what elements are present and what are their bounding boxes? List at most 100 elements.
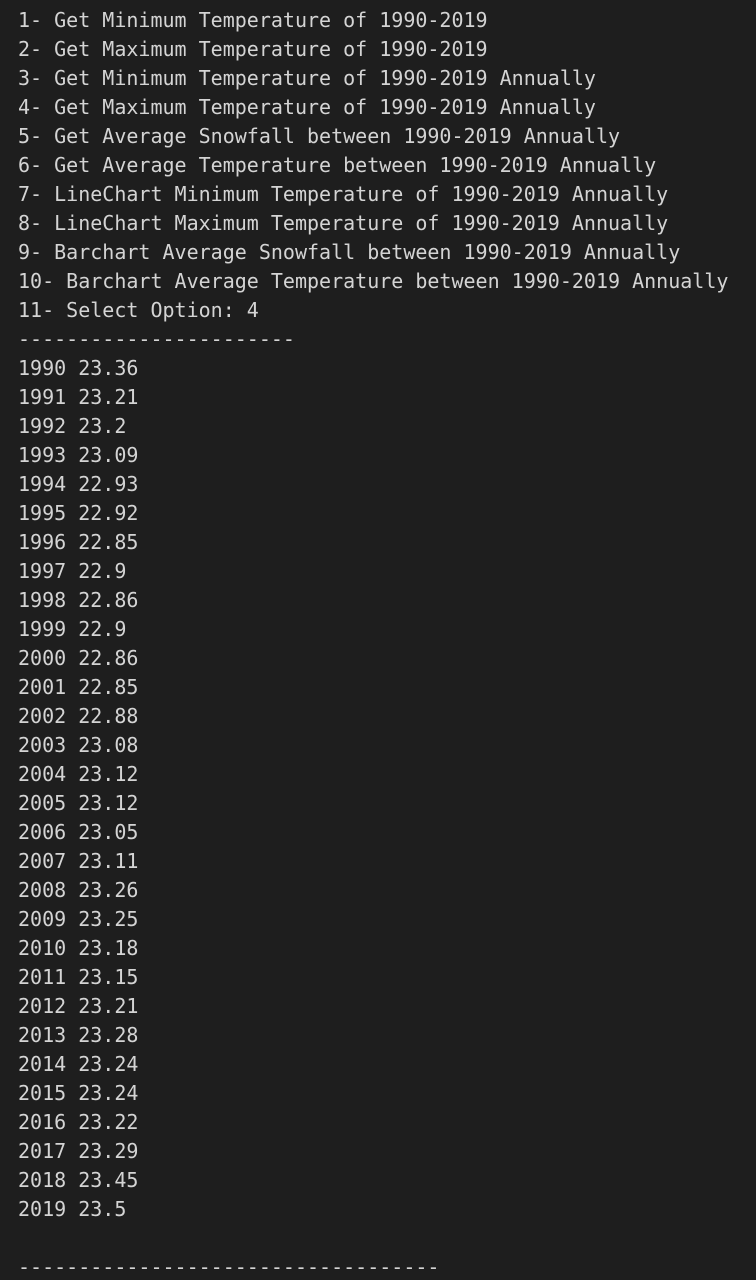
year: 1992 bbox=[18, 414, 67, 438]
output-row: 2014 23.24 bbox=[18, 1050, 756, 1079]
output-row: 1991 23.21 bbox=[18, 383, 756, 412]
year: 2011 bbox=[18, 965, 67, 989]
output-row: 2012 23.21 bbox=[18, 992, 756, 1021]
year: 2017 bbox=[18, 1139, 67, 1163]
temperature: 23.24 bbox=[78, 1052, 139, 1076]
temperature: 23.18 bbox=[78, 936, 139, 960]
year: 1994 bbox=[18, 472, 67, 496]
year: 1995 bbox=[18, 501, 67, 525]
menu-line: 7- LineChart Minimum Temperature of 1990… bbox=[18, 182, 669, 206]
output-row: 1998 22.86 bbox=[18, 586, 756, 615]
temperature: 23.25 bbox=[78, 907, 139, 931]
year: 2001 bbox=[18, 675, 67, 699]
temperature: 23.28 bbox=[78, 1023, 139, 1047]
menu-line: 6- Get Average Temperature between 1990-… bbox=[18, 153, 657, 177]
year: 2006 bbox=[18, 820, 67, 844]
year: 2019 bbox=[18, 1197, 67, 1221]
year: 2013 bbox=[18, 1023, 67, 1047]
year: 2007 bbox=[18, 849, 67, 873]
temperature: 23.36 bbox=[78, 356, 139, 380]
output-row: 2015 23.24 bbox=[18, 1079, 756, 1108]
temperature: 23.05 bbox=[78, 820, 139, 844]
year: 2016 bbox=[18, 1110, 67, 1134]
temperature: 23.12 bbox=[78, 791, 139, 815]
temperature: 23.26 bbox=[78, 878, 139, 902]
output-row: 2001 22.85 bbox=[18, 673, 756, 702]
temperature: 23.24 bbox=[78, 1081, 139, 1105]
temperature: 23.21 bbox=[78, 385, 139, 409]
temperature: 22.85 bbox=[78, 530, 139, 554]
year: 2000 bbox=[18, 646, 67, 670]
output-row: 1996 22.85 bbox=[18, 528, 756, 557]
year: 2009 bbox=[18, 907, 67, 931]
temperature: 23.45 bbox=[78, 1168, 139, 1192]
output-row: 2004 23.12 bbox=[18, 760, 756, 789]
year: 1996 bbox=[18, 530, 67, 554]
menu-line: 8- LineChart Maximum Temperature of 1990… bbox=[18, 211, 669, 235]
output-row: 2007 23.11 bbox=[18, 847, 756, 876]
output-row: 1990 23.36 bbox=[18, 354, 756, 383]
output-row: 2019 23.5 bbox=[18, 1195, 756, 1224]
menu-line: 2- Get Maximum Temperature of 1990-2019 bbox=[18, 37, 488, 61]
output-row: 2006 23.05 bbox=[18, 818, 756, 847]
output-row: 2005 23.12 bbox=[18, 789, 756, 818]
output-row: 1999 22.9 bbox=[18, 615, 756, 644]
output-row: 2009 23.25 bbox=[18, 905, 756, 934]
year: 2018 bbox=[18, 1168, 67, 1192]
separator: ----------------------------------- bbox=[18, 1255, 440, 1279]
output-row: 2011 23.15 bbox=[18, 963, 756, 992]
temperature: 22.88 bbox=[78, 704, 139, 728]
temperature: 22.85 bbox=[78, 675, 139, 699]
year: 1990 bbox=[18, 356, 67, 380]
temperature: 22.86 bbox=[78, 588, 139, 612]
temperature: 22.92 bbox=[78, 501, 139, 525]
output-row: 1993 23.09 bbox=[18, 441, 756, 470]
temperature: 22.9 bbox=[78, 617, 127, 641]
output-row: 1992 23.2 bbox=[18, 412, 756, 441]
output-row: 2002 22.88 bbox=[18, 702, 756, 731]
output-row: 1995 22.92 bbox=[18, 499, 756, 528]
menu-line: 1- Get Minimum Temperature of 1990-2019 bbox=[18, 8, 488, 32]
year: 1993 bbox=[18, 443, 67, 467]
menu-line: 9- Barchart Average Snowfall between 199… bbox=[18, 240, 681, 264]
year: 1998 bbox=[18, 588, 67, 612]
menu-line: 3- Get Minimum Temperature of 1990-2019 … bbox=[18, 66, 596, 90]
temperature: 23.15 bbox=[78, 965, 139, 989]
blank-line bbox=[18, 1224, 756, 1253]
output-row: 1994 22.93 bbox=[18, 470, 756, 499]
year: 2005 bbox=[18, 791, 67, 815]
menu-line: 5- Get Average Snowfall between 1990-201… bbox=[18, 124, 621, 148]
output-row: 2013 23.28 bbox=[18, 1021, 756, 1050]
temperature: 23.22 bbox=[78, 1110, 139, 1134]
output-row: 2017 23.29 bbox=[18, 1137, 756, 1166]
temperature: 23.21 bbox=[78, 994, 139, 1018]
year: 1997 bbox=[18, 559, 67, 583]
output-row: 2018 23.45 bbox=[18, 1166, 756, 1195]
year: 2008 bbox=[18, 878, 67, 902]
year: 2012 bbox=[18, 994, 67, 1018]
output-row: 1997 22.9 bbox=[18, 557, 756, 586]
year: 2010 bbox=[18, 936, 67, 960]
separator: ----------------------- bbox=[18, 327, 295, 351]
temperature: 22.93 bbox=[78, 472, 139, 496]
year: 2002 bbox=[18, 704, 67, 728]
year: 2003 bbox=[18, 733, 67, 757]
temperature: 23.09 bbox=[78, 443, 139, 467]
temperature: 22.86 bbox=[78, 646, 139, 670]
year: 1991 bbox=[18, 385, 67, 409]
temperature: 23.29 bbox=[78, 1139, 139, 1163]
temperature: 23.12 bbox=[78, 762, 139, 786]
temperature: 23.5 bbox=[78, 1197, 127, 1221]
menu-line: 4- Get Maximum Temperature of 1990-2019 … bbox=[18, 95, 596, 119]
temperature: 23.2 bbox=[78, 414, 127, 438]
output-row: 2000 22.86 bbox=[18, 644, 756, 673]
output-row: 2003 23.08 bbox=[18, 731, 756, 760]
output-row: 2016 23.22 bbox=[18, 1108, 756, 1137]
temperature: 23.11 bbox=[78, 849, 139, 873]
menu-line: 11- Select Option: 4 bbox=[18, 298, 259, 322]
year: 2004 bbox=[18, 762, 67, 786]
year: 1999 bbox=[18, 617, 67, 641]
year: 2014 bbox=[18, 1052, 67, 1076]
temperature: 22.9 bbox=[78, 559, 127, 583]
